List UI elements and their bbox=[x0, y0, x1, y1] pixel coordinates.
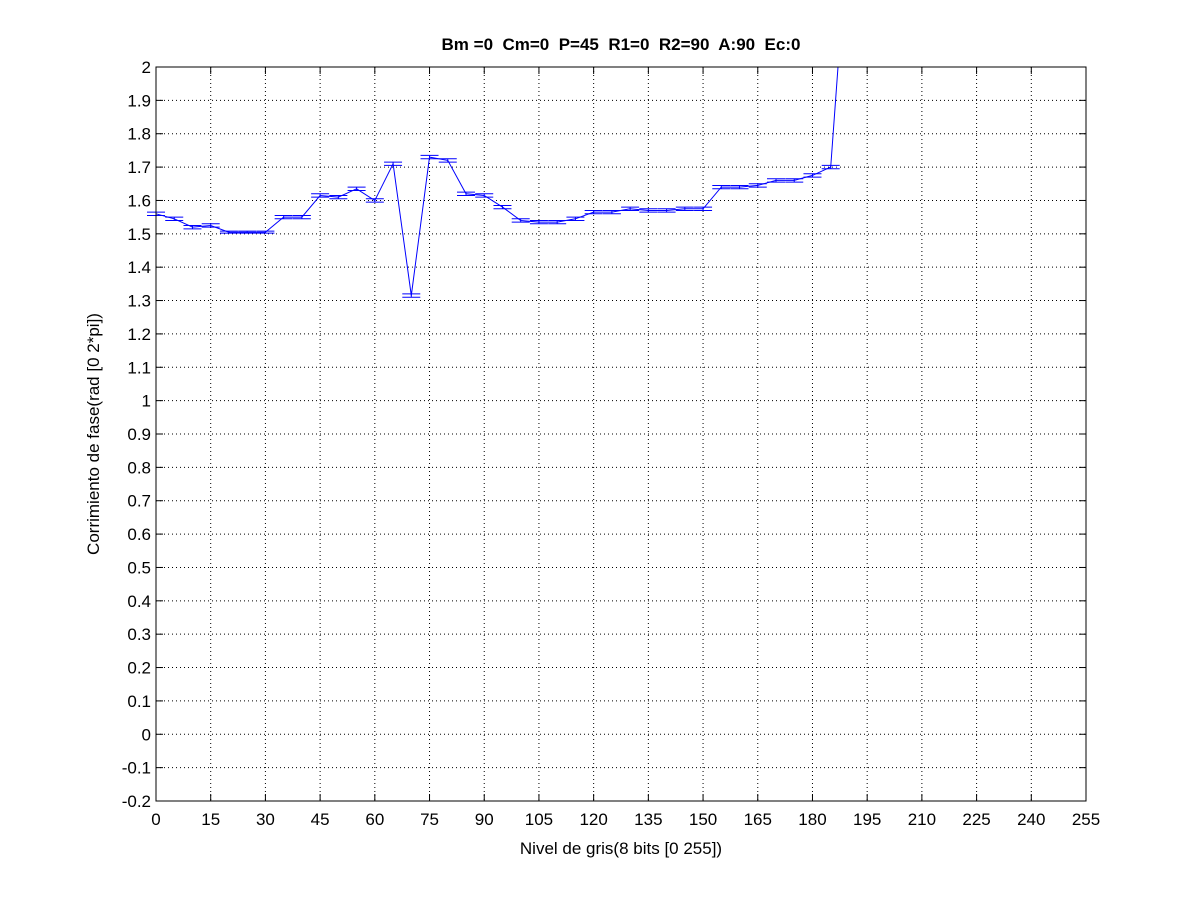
data-point bbox=[785, 178, 804, 183]
data-point bbox=[803, 173, 822, 178]
axis-ticks: 0 15 30 45 60 75 90 105 120 135 150 165 180 195 210 225… bbox=[122, 58, 1100, 829]
x-tick-label: 195 bbox=[853, 810, 881, 829]
data-point bbox=[384, 161, 403, 166]
y-tick-label: 2 bbox=[142, 58, 151, 77]
y-tick-label: 1.1 bbox=[127, 358, 151, 377]
x-tick-label: 90 bbox=[475, 810, 494, 829]
y-axis-label: Corrimiento de fase(rad [0 2*pi]) bbox=[84, 313, 103, 555]
data-point bbox=[548, 219, 567, 225]
data-point bbox=[767, 178, 785, 183]
x-tick-label: 255 bbox=[1072, 810, 1100, 829]
x-axis-label: Nivel de gris(8 bits [0 255]) bbox=[520, 839, 722, 858]
data-point bbox=[821, 164, 840, 170]
data-point bbox=[566, 216, 585, 221]
data-point bbox=[274, 214, 293, 220]
data-point bbox=[183, 224, 202, 230]
data-point bbox=[675, 206, 694, 211]
x-tick-label: 60 bbox=[365, 810, 384, 829]
x-tick-label: 45 bbox=[311, 810, 330, 829]
x-tick-label: 135 bbox=[634, 810, 662, 829]
x-tick-label: 15 bbox=[201, 810, 220, 829]
y-tick-label: 1.8 bbox=[127, 125, 151, 144]
y-tick-label: 1.9 bbox=[127, 91, 151, 110]
x-tick-label: 150 bbox=[689, 810, 717, 829]
x-tick-label: 30 bbox=[256, 810, 275, 829]
x-tick-label: 240 bbox=[1017, 810, 1045, 829]
x-tick-label: 75 bbox=[420, 810, 439, 829]
data-point bbox=[219, 230, 238, 234]
y-tick-label: 0 bbox=[142, 725, 151, 744]
y-tick-label: 1.2 bbox=[127, 325, 151, 344]
data-point bbox=[365, 198, 384, 203]
data-point bbox=[621, 206, 640, 211]
data-point bbox=[602, 209, 621, 215]
y-tick-label: 1.6 bbox=[127, 191, 151, 210]
data-point bbox=[402, 293, 421, 298]
data-point bbox=[438, 158, 457, 163]
data-point bbox=[329, 194, 348, 200]
x-tick-label: 210 bbox=[908, 810, 936, 829]
data-point bbox=[529, 219, 548, 225]
x-tick-label: 165 bbox=[744, 810, 772, 829]
data-point bbox=[657, 208, 676, 213]
data-point bbox=[256, 230, 275, 234]
y-tick-label: 0.8 bbox=[127, 458, 151, 477]
data-point bbox=[748, 183, 767, 188]
data-point bbox=[311, 193, 330, 198]
data-point bbox=[347, 186, 366, 191]
y-tick-label: -0.2 bbox=[122, 792, 151, 811]
y-tick-label: 1.7 bbox=[127, 158, 151, 177]
y-tick-label: 1 bbox=[142, 392, 151, 411]
y-tick-label: 0.6 bbox=[127, 525, 151, 544]
y-tick-label: 0.3 bbox=[127, 625, 151, 644]
data-point bbox=[639, 208, 658, 213]
data-point bbox=[511, 218, 530, 223]
x-tick-label: 225 bbox=[962, 810, 990, 829]
y-tick-label: 0.4 bbox=[127, 592, 151, 611]
data-point bbox=[493, 204, 512, 210]
y-tick-label: 0.9 bbox=[127, 425, 151, 444]
y-tick-label: 1.4 bbox=[127, 258, 151, 277]
data-point bbox=[475, 193, 494, 198]
data-point bbox=[165, 216, 184, 221]
data-point bbox=[292, 214, 311, 220]
chart-title: Bm =0 Cm=0 P=45 R1=0 R2=90 A:90 Ec:0 bbox=[442, 35, 801, 54]
y-tick-label: 0.7 bbox=[127, 492, 151, 511]
data-point bbox=[201, 223, 220, 228]
data-point bbox=[457, 191, 475, 196]
y-tick-label: 1.5 bbox=[127, 225, 151, 244]
data-point bbox=[584, 209, 603, 215]
y-tick-label: -0.1 bbox=[122, 759, 151, 778]
grid-lines bbox=[156, 67, 1086, 801]
data-point bbox=[730, 184, 749, 190]
data-point bbox=[712, 184, 731, 190]
y-tick-label: 0.1 bbox=[127, 692, 151, 711]
y-tick-label: 1.3 bbox=[127, 292, 151, 311]
x-tick-label: 180 bbox=[798, 810, 826, 829]
data-point bbox=[238, 230, 257, 234]
x-tick-label: 105 bbox=[525, 810, 553, 829]
data-point bbox=[420, 154, 439, 160]
x-tick-label: 120 bbox=[579, 810, 607, 829]
data-point bbox=[694, 206, 713, 211]
y-tick-label: 0.2 bbox=[127, 659, 151, 678]
x-tick-label: 0 bbox=[151, 810, 160, 829]
y-tick-label: 0.5 bbox=[127, 558, 151, 577]
